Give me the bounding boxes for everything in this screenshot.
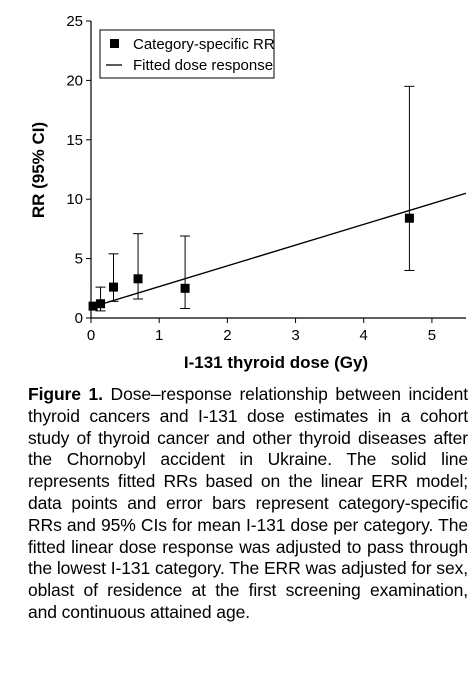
data-point-marker (96, 299, 106, 309)
data-point-marker (180, 283, 190, 293)
y-axis-label: RR (95% CI) (29, 122, 48, 218)
plot-marks (88, 85, 467, 312)
y-tick-label: 0 (75, 310, 83, 327)
y-tick-label: 25 (66, 13, 83, 30)
y-tick-label: 10 (66, 191, 83, 208)
figure-caption: Figure 1. Dose–response relationship bet… (28, 384, 468, 624)
y-tick-label: 20 (66, 72, 83, 89)
legend-square-marker (110, 39, 119, 48)
caption-label: Figure 1. (28, 384, 103, 404)
x-axis-ticks: 0 1 2 3 4 5 (87, 318, 436, 344)
x-tick-label: 5 (428, 327, 436, 344)
y-tick-label: 5 (75, 251, 83, 268)
data-point-marker (404, 213, 414, 223)
data-point-marker (88, 301, 98, 311)
caption-text: Dose–response relationship between incid… (28, 384, 468, 622)
fitted-dose-response-line (90, 192, 467, 308)
dose-response-chart: 0 5 10 15 20 25 0 1 2 3 4 5 RR (95% CI) I-131 thyr… (29, 13, 467, 372)
x-tick-label: 1 (155, 327, 163, 344)
legend-label-category-rr: Category-specific RR (133, 36, 275, 53)
data-point-marker (133, 274, 143, 284)
x-tick-label: 3 (291, 327, 299, 344)
legend-label-fitted: Fitted dose response (133, 57, 273, 74)
legend: Category-specific RR Fitted dose respons… (99, 29, 275, 79)
x-tick-label: 2 (223, 327, 231, 344)
x-tick-label: 4 (360, 327, 368, 344)
x-axis-label: I-131 thyroid dose (Gy) (184, 353, 368, 372)
y-axis-ticks: 0 5 10 15 20 25 (66, 13, 91, 327)
y-tick-label: 15 (66, 132, 83, 149)
legend-box (99, 29, 275, 79)
x-tick-label: 0 (87, 327, 95, 344)
data-point-marker (109, 282, 118, 292)
